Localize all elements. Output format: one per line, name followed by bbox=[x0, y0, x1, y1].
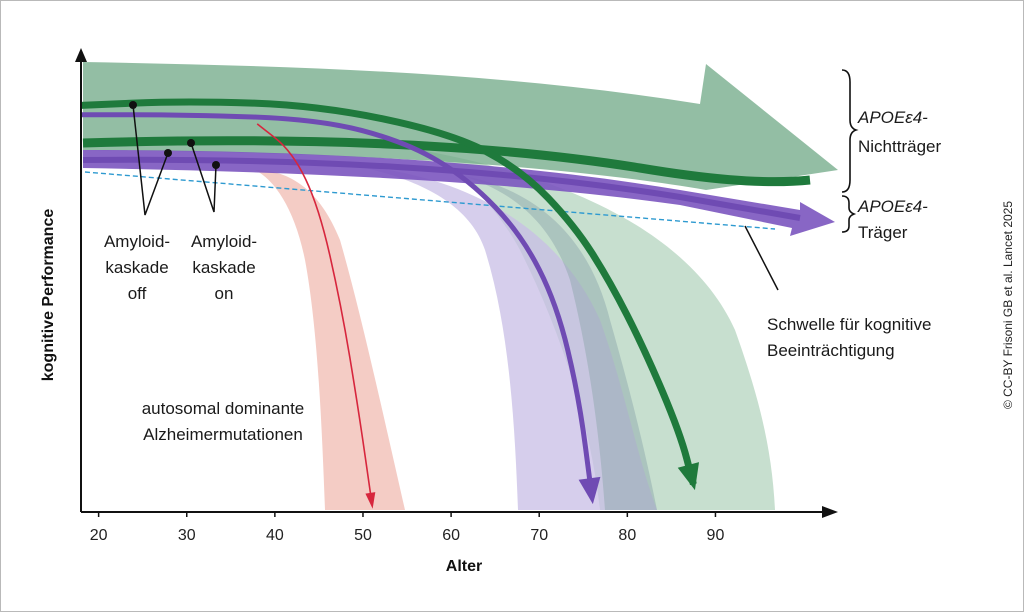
dot-amyloid-on-purple bbox=[212, 161, 220, 169]
x-axis-arrowhead bbox=[822, 506, 838, 518]
x-ticks: 20 30 40 50 60 70 80 90 bbox=[90, 512, 725, 544]
dot-amyloid-off-green bbox=[129, 101, 137, 109]
label-amyloid-on-line3: on bbox=[215, 284, 234, 303]
label-nontrager-line2: Nichtträger bbox=[858, 137, 941, 156]
brace-nontrager bbox=[841, 69, 859, 193]
annotation-dots bbox=[129, 101, 220, 169]
label-amyloid-on-line1: Amyloid- bbox=[191, 232, 257, 251]
label-threshold-line1: Schwelle für kognitive bbox=[767, 315, 931, 334]
series-line-2 bbox=[256, 123, 373, 503]
threshold-line bbox=[84, 171, 776, 230]
label-amyloid-off-line3: off bbox=[128, 284, 147, 303]
series-band-trager-plateau bbox=[83, 150, 835, 236]
x-tick-label: 40 bbox=[266, 527, 284, 544]
label-amyloid-off-line2: kaskade bbox=[105, 258, 168, 277]
series-band-trager-overlap bbox=[460, 175, 657, 510]
y-axis-title: kognitive Performance bbox=[40, 209, 57, 382]
label-admutation-line2: Alzheimermutationen bbox=[143, 425, 303, 444]
label-trager-line2: Träger bbox=[858, 223, 908, 242]
decline-curves bbox=[80, 98, 700, 509]
x-tick-label: 60 bbox=[442, 527, 460, 544]
y-axis-arrowhead bbox=[75, 48, 87, 62]
x-tick-label: 50 bbox=[354, 527, 372, 544]
label-trager-line1: APOEε4- bbox=[857, 197, 928, 216]
x-axis-title: Alter bbox=[446, 558, 482, 575]
pointer-threshold bbox=[744, 225, 779, 291]
series-arrowhead-1 bbox=[578, 476, 601, 505]
pointer-amyloid-off bbox=[132, 104, 169, 216]
brace-trager bbox=[841, 195, 857, 233]
x-tick-label: 20 bbox=[90, 527, 108, 544]
credit-text: © CC-BY Frisoni GB et al. Lancet 2025 bbox=[1001, 201, 1015, 409]
label-amyloid-off-line1: Amyloid- bbox=[104, 232, 170, 251]
dot-amyloid-off-purple bbox=[164, 149, 172, 157]
series-path-nontrager-plateau bbox=[82, 136, 811, 187]
label-admutation-line1: autosomal dominante bbox=[142, 399, 305, 418]
series-arrowhead-0 bbox=[677, 462, 700, 491]
annotation-pointers bbox=[132, 104, 779, 291]
series-path-trager-plateau bbox=[82, 156, 801, 221]
series-arrowhead-2 bbox=[365, 492, 376, 509]
label-nontrager-line1: APOEε4- bbox=[857, 108, 928, 127]
label-amyloid-on-line2: kaskade bbox=[192, 258, 255, 277]
pointer-amyloid-on bbox=[190, 142, 217, 213]
x-tick-label: 70 bbox=[530, 527, 548, 544]
x-tick-label: 90 bbox=[707, 527, 725, 544]
x-tick-label: 30 bbox=[178, 527, 196, 544]
series-line-0 bbox=[80, 98, 697, 486]
series-band-nontrager-healthy bbox=[83, 62, 838, 190]
series-line-1 bbox=[81, 112, 595, 499]
x-tick-label: 80 bbox=[618, 527, 636, 544]
series-band-admutation-decline bbox=[255, 170, 405, 510]
label-threshold-line2: Beeinträchtigung bbox=[767, 341, 895, 360]
dot-amyloid-on-green bbox=[187, 139, 195, 147]
